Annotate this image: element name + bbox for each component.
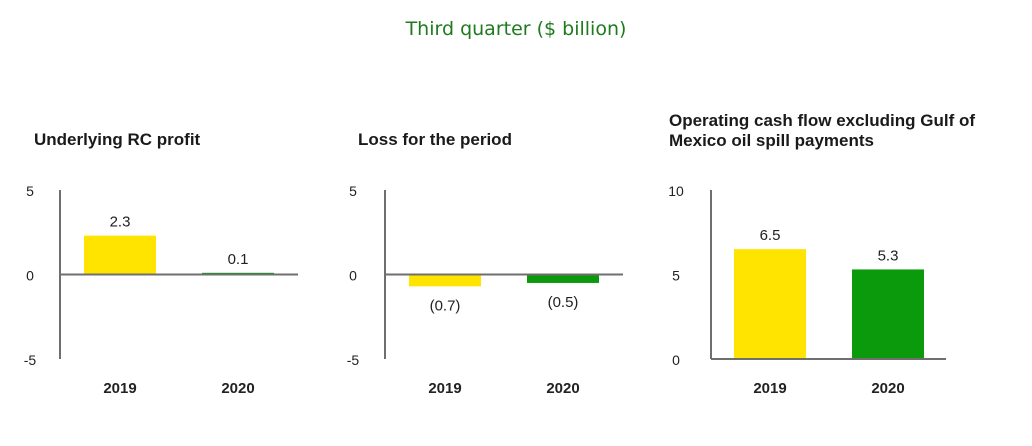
- chart-3-bar: [734, 249, 806, 359]
- chart-3-title-line-2: Mexico oil spill payments: [669, 131, 875, 150]
- chart-2-bar: [409, 274, 481, 287]
- chart-2-category-label: 2019: [428, 380, 461, 397]
- chart-2-bar: [527, 274, 599, 283]
- chart-2-value-label: (0.5): [548, 294, 579, 311]
- chart-2-ytick-label: -5: [347, 352, 360, 368]
- chart-1-category-label: 2020: [221, 380, 254, 397]
- chart-3-category-label: 2020: [871, 380, 904, 397]
- chart-3-ytick-label: 10: [668, 183, 684, 199]
- chart-3-category-label: 2019: [753, 380, 786, 397]
- chart-3-ytick-label: 0: [672, 352, 680, 368]
- chart-2-title: Loss for the period: [358, 130, 512, 149]
- chart-2-value-label: (0.7): [430, 297, 461, 314]
- chart-2-ytick-label: 5: [349, 183, 357, 199]
- chart-1-ytick-label: 0: [26, 268, 34, 284]
- chart-3-value-label: 5.3: [878, 247, 899, 264]
- chart-1-category-label: 2019: [103, 380, 136, 397]
- chart-3-value-label: 6.5: [760, 227, 781, 244]
- chart-3-ytick-label: 5: [672, 268, 680, 284]
- chart-1-value-label: 0.1: [228, 251, 249, 268]
- chart-3-bar: [852, 269, 924, 359]
- chart-2-ytick-label: 0: [349, 268, 357, 284]
- chart-1-title: Underlying RC profit: [34, 130, 201, 149]
- chart-3-title: Operating cash flow excluding Gulf of Me…: [669, 111, 975, 151]
- page-title: Third quarter ($ billion): [405, 18, 627, 40]
- chart-1-bar: [84, 235, 156, 275]
- chart-2-category-label: 2020: [546, 380, 579, 397]
- chart-1-ytick-label: -5: [24, 352, 37, 368]
- chart-1-ytick-label: 5: [26, 183, 34, 199]
- chart-3-title-line-1: Operating cash flow excluding Gulf of: [669, 111, 976, 130]
- chart-1-value-label: 2.3: [110, 214, 131, 231]
